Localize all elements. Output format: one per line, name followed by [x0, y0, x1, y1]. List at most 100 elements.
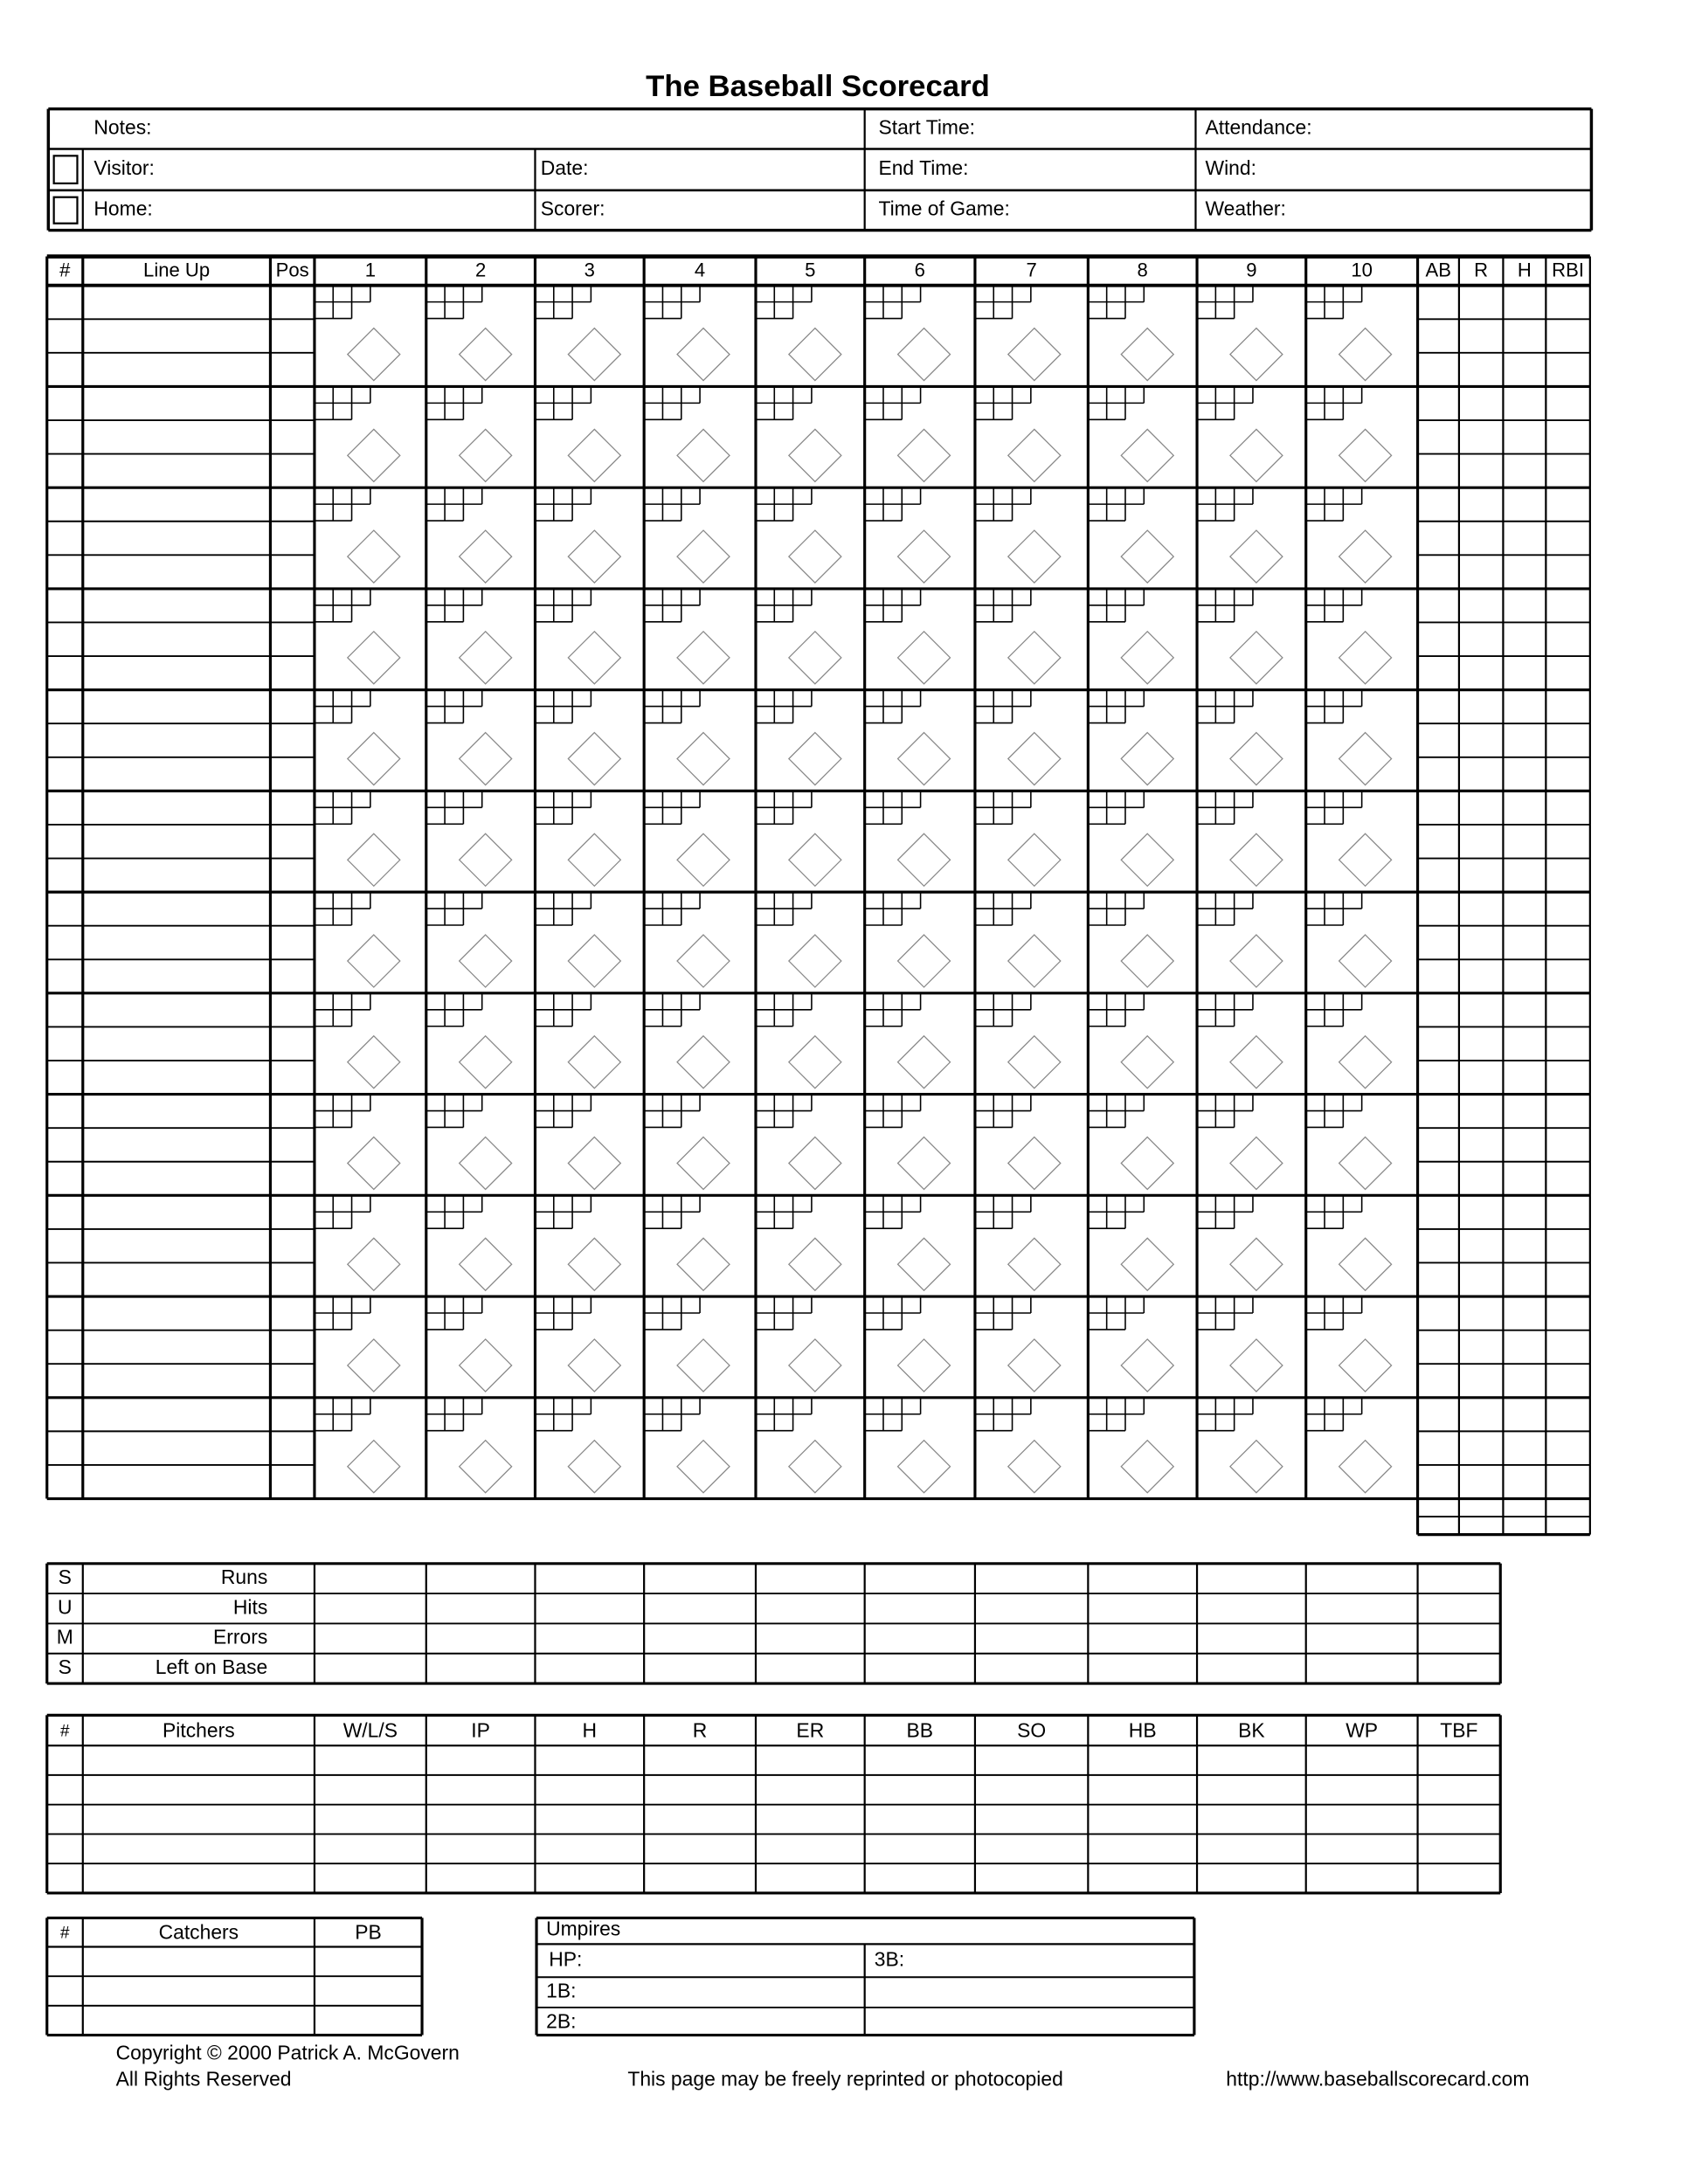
label: AB [1426, 259, 1451, 281]
label: All Rights Reserved [116, 2068, 292, 2091]
label: HP: [549, 1947, 582, 1970]
diamond [458, 1136, 513, 1191]
diamond [1229, 1338, 1283, 1393]
label: 8 [1138, 259, 1148, 281]
diamond [896, 1034, 951, 1089]
diamond [567, 1237, 622, 1292]
diamond [1229, 731, 1283, 786]
diamond [787, 833, 842, 888]
label: Umpires [546, 1918, 620, 1940]
diamond [676, 1034, 730, 1089]
diamond [567, 630, 622, 685]
diamond [787, 630, 842, 685]
diamond [896, 428, 951, 483]
diamond [676, 630, 730, 685]
diamond [896, 327, 951, 382]
diamond [1338, 630, 1393, 685]
diamond [458, 327, 513, 382]
diamond [1229, 327, 1283, 382]
label: Wind: [1206, 156, 1256, 179]
diamond [1120, 1034, 1175, 1089]
label: Home: [93, 197, 152, 220]
diamond [896, 1136, 951, 1191]
label: U [58, 1595, 73, 1618]
diamond [1338, 731, 1393, 786]
label: Weather: [1206, 197, 1286, 220]
diamond [676, 1338, 730, 1393]
diamond [787, 934, 842, 988]
label: # [59, 259, 71, 281]
diamond [896, 1237, 951, 1292]
diamond [1338, 428, 1393, 483]
label: 4 [695, 259, 705, 281]
label: 10 [1351, 259, 1373, 281]
diamond [787, 1136, 842, 1191]
diamond [1229, 934, 1283, 988]
label: M [57, 1626, 73, 1648]
label: S [59, 1565, 72, 1588]
label: Left on Base [156, 1655, 267, 1678]
diamond [346, 731, 401, 786]
diamond [1007, 630, 1062, 685]
diamond [896, 833, 951, 888]
diamond [567, 833, 622, 888]
diamond [346, 630, 401, 685]
label: Runs [221, 1565, 267, 1588]
label: 1 [365, 259, 376, 281]
diamond [346, 833, 401, 888]
label: Time of Game: [878, 197, 1009, 220]
diamond [567, 934, 622, 988]
diamond [896, 1338, 951, 1393]
label: 1B: [546, 1980, 576, 2002]
label: PB [355, 1921, 382, 1944]
diamond [1338, 1439, 1393, 1494]
diamond [676, 428, 730, 483]
diamond [346, 428, 401, 483]
diamond [1007, 1439, 1062, 1494]
diamond [1120, 934, 1175, 988]
diamond [458, 1034, 513, 1089]
diamond [787, 529, 842, 584]
diamond [1338, 1237, 1393, 1292]
label: Scorer: [541, 197, 605, 220]
diamond [346, 1237, 401, 1292]
label: Pitchers [163, 1718, 235, 1741]
diamond [346, 1439, 401, 1494]
diamond [458, 1439, 513, 1494]
label: End Time: [878, 156, 968, 179]
label: S [59, 1655, 72, 1678]
label: 3B: [875, 1947, 904, 1970]
diamond [787, 1439, 842, 1494]
diamond [458, 428, 513, 483]
diamond [676, 529, 730, 584]
diamond [1120, 529, 1175, 584]
diamond [1007, 833, 1062, 888]
diamond [1007, 1034, 1062, 1089]
diamond [787, 1338, 842, 1393]
label: # [60, 1925, 70, 1943]
diamond [567, 1439, 622, 1494]
diamond [676, 1237, 730, 1292]
diamond [1229, 428, 1283, 483]
label: TBF [1440, 1718, 1477, 1741]
diamond [787, 731, 842, 786]
diamond [676, 327, 730, 382]
diamond [1120, 1237, 1175, 1292]
diamond [567, 1338, 622, 1393]
diamond [1120, 327, 1175, 382]
diamond [1007, 731, 1062, 786]
diamond [1338, 833, 1393, 888]
diamond [896, 1439, 951, 1494]
label: SO [1017, 1718, 1046, 1741]
diamond [1120, 1439, 1175, 1494]
diamond [896, 529, 951, 584]
diamond [1007, 529, 1062, 584]
diamond [1120, 428, 1175, 483]
label: 9 [1246, 259, 1256, 281]
label: 6 [915, 259, 925, 281]
diamond [676, 1439, 730, 1494]
diamond [458, 1237, 513, 1292]
label: BB [907, 1718, 934, 1741]
diamond [346, 1136, 401, 1191]
label: BK [1238, 1718, 1265, 1741]
